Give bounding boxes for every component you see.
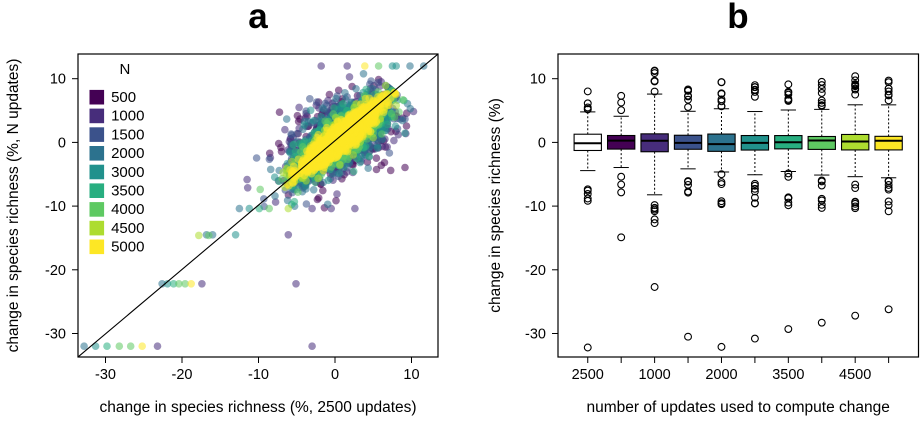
svg-text:-10: -10 (45, 199, 66, 215)
svg-text:4000: 4000 (111, 201, 144, 218)
svg-text:10: 10 (403, 367, 419, 383)
svg-text:-10: -10 (525, 199, 546, 215)
svg-text:b: b (727, 0, 748, 36)
svg-text:2500: 2500 (572, 367, 604, 383)
svg-text:2000: 2000 (111, 145, 144, 162)
svg-text:3000: 3000 (111, 164, 144, 181)
svg-text:5000: 5000 (111, 239, 144, 256)
svg-text:4500: 4500 (111, 220, 144, 237)
svg-text:-30: -30 (45, 327, 66, 343)
svg-text:1000: 1000 (638, 367, 670, 383)
svg-text:-20: -20 (45, 263, 66, 279)
svg-text:10: 10 (530, 72, 546, 88)
svg-text:0: 0 (58, 135, 66, 151)
svg-text:-20: -20 (172, 367, 193, 383)
svg-text:a: a (248, 0, 268, 36)
svg-text:3500: 3500 (772, 367, 804, 383)
svg-text:0: 0 (331, 367, 339, 383)
svg-text:1500: 1500 (111, 126, 144, 143)
svg-text:4500: 4500 (839, 367, 871, 383)
svg-text:10: 10 (50, 72, 66, 88)
svg-text:-10: -10 (248, 367, 269, 383)
svg-text:-30: -30 (95, 367, 116, 383)
svg-text:2000: 2000 (705, 367, 737, 383)
svg-text:0: 0 (538, 135, 546, 151)
svg-text:3500: 3500 (111, 183, 144, 200)
svg-text:N: N (120, 61, 131, 78)
svg-text:-30: -30 (525, 327, 546, 343)
svg-text:1000: 1000 (111, 108, 144, 125)
svg-text:-20: -20 (525, 263, 546, 279)
svg-text:500: 500 (111, 89, 136, 106)
